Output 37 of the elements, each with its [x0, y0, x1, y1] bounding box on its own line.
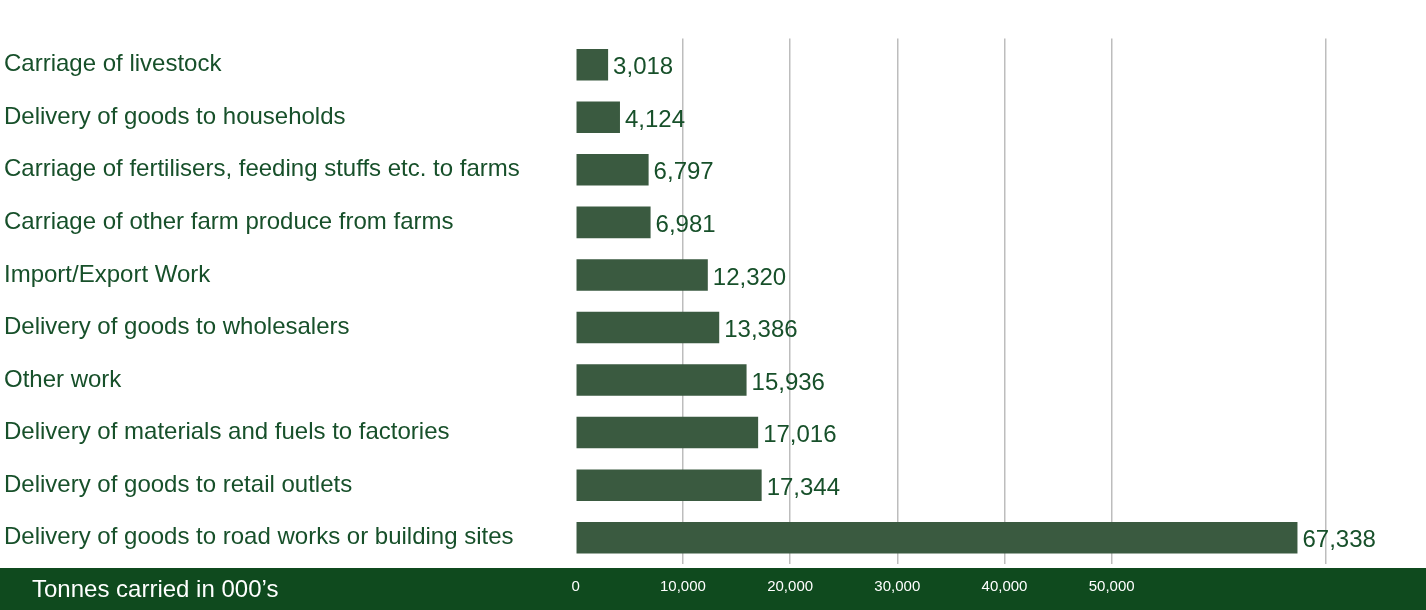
data-label: 67,338: [1302, 525, 1376, 553]
data-label: 13,386: [724, 315, 798, 343]
x-tick-label: 10,000: [660, 577, 706, 595]
y-tick-label: Delivery of goods to retail outlets: [4, 469, 353, 497]
bar: [576, 154, 649, 186]
bar: [576, 311, 720, 344]
y-tick-label: Carriage of fertilisers, feeding stuffs etc. to farms: [4, 154, 520, 182]
bar: [576, 521, 1298, 554]
x-axis-title: Tonnes carried in 000’s: [32, 574, 279, 602]
bar: [576, 469, 762, 501]
x-tick-label: 30,000: [874, 577, 921, 595]
data-label: 17,016: [763, 420, 837, 448]
data-label: 3,018: [613, 52, 674, 80]
bar: [576, 364, 747, 396]
bar: [576, 416, 759, 449]
bar: [576, 48, 609, 81]
x-tick-label: 50,000: [1088, 577, 1135, 595]
data-label: 6,797: [653, 157, 714, 185]
data-label: 4,124: [624, 104, 686, 132]
data-label: 6,981: [655, 209, 716, 237]
y-tick-label: Delivery of goods to wholesalers: [4, 312, 350, 340]
x-tick-label: 40,000: [981, 577, 1028, 595]
y-tick-label: Delivery of goods to road works or building sites: [4, 522, 514, 550]
y-tick-label: Carriage of other farm produce from farms: [4, 206, 454, 234]
y-tick-label: Delivery of goods to households: [4, 101, 346, 129]
data-label: 17,344: [766, 472, 841, 500]
data-label: 12,320: [712, 262, 787, 290]
data-label: 15,936: [751, 367, 825, 395]
y-tick-label: Carriage of livestock: [4, 49, 223, 77]
bar: [576, 206, 651, 239]
x-tick-label: 20,000: [767, 577, 814, 595]
y-tick-label: Other work: [4, 364, 123, 392]
bar: [576, 259, 708, 291]
x-tick-label: 0: [571, 577, 580, 595]
bar: [576, 101, 620, 134]
y-tick-label: Import/Export Work: [4, 259, 212, 287]
y-tick-label: Delivery of materials and fuels to factories: [4, 417, 450, 445]
